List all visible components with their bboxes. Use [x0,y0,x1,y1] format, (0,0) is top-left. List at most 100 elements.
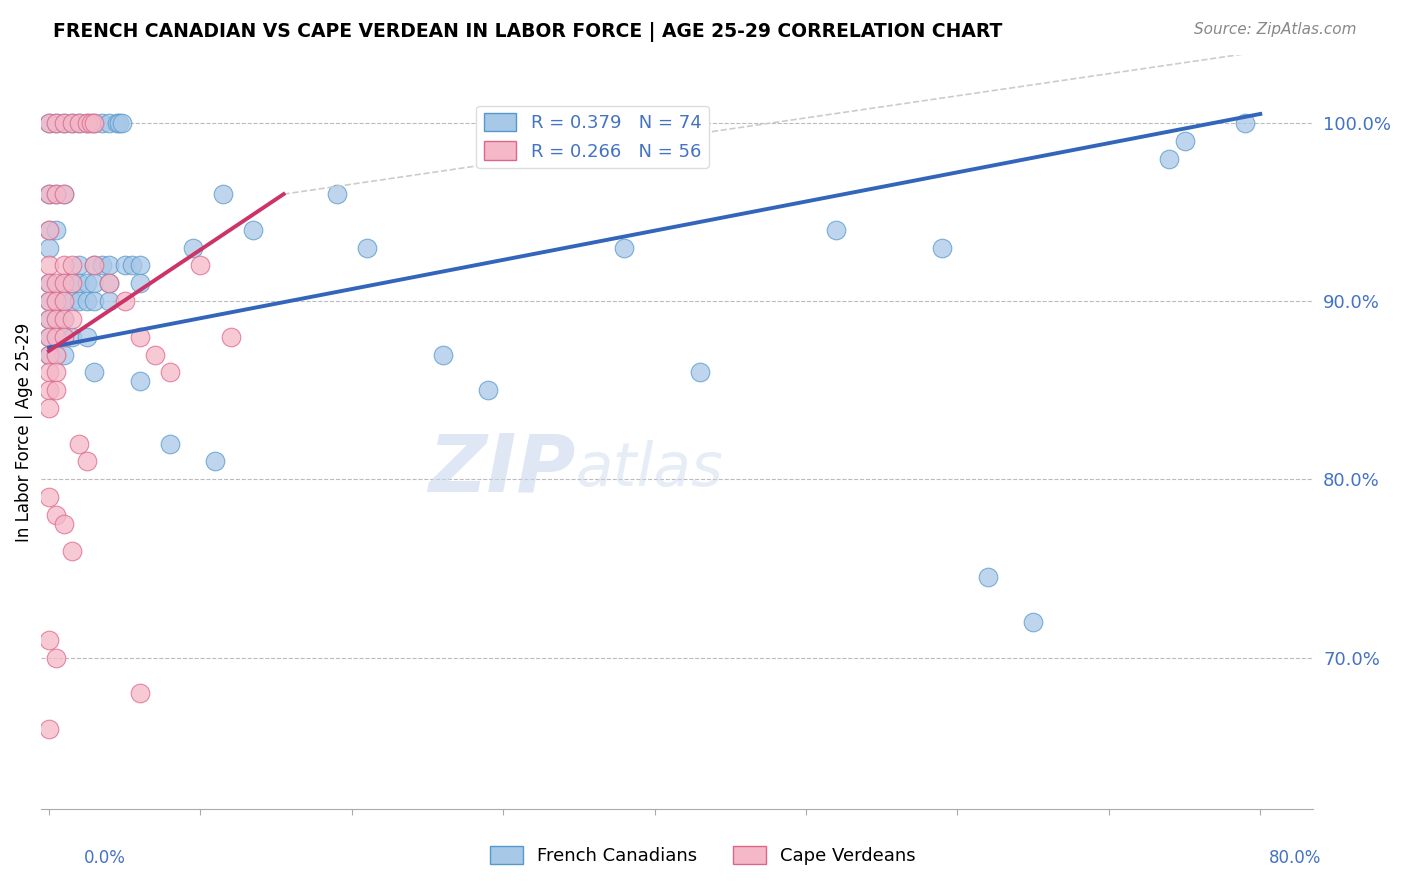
Point [53,187,76,202]
Point [128,259,150,273]
Point [38,312,60,326]
Point [38,722,60,736]
Y-axis label: In Labor Force | Age 25-29: In Labor Force | Age 25-29 [15,322,32,541]
Point [83,116,105,130]
Point [76,329,98,343]
Point [121,259,143,273]
Point [98,259,121,273]
Point [45,294,67,309]
Point [219,329,242,343]
Point [53,312,76,326]
Text: FRENCH CANADIAN VS CAPE VERDEAN IN LABOR FORCE | AGE 25-29 CORRELATION CHART: FRENCH CANADIAN VS CAPE VERDEAN IN LABOR… [53,22,1002,42]
Point [67,294,90,309]
Text: 80.0%: 80.0% [1270,849,1322,867]
Point [38,347,60,361]
Point [76,454,98,468]
Point [76,116,98,130]
Point [76,277,98,291]
Point [53,259,76,273]
Point [60,259,83,273]
Point [38,490,60,504]
Point [38,259,60,273]
Legend: French Canadians, Cape Verdeans: French Canadians, Cape Verdeans [482,838,924,872]
Point [159,436,181,450]
Point [83,294,105,309]
Point [38,312,60,326]
Point [83,259,105,273]
Point [1159,152,1181,166]
Point [60,329,83,343]
Point [38,632,60,647]
Point [212,187,235,202]
Point [60,543,83,558]
Point [53,312,76,326]
Point [45,329,67,343]
Point [38,294,60,309]
Point [53,116,76,130]
Point [38,116,60,130]
Point [60,277,83,291]
Point [53,294,76,309]
Point [242,223,264,237]
Point [38,401,60,415]
Point [477,383,499,397]
Point [38,116,60,130]
Point [90,259,112,273]
Point [613,241,636,255]
Text: ZIP: ZIP [429,431,575,508]
Point [38,187,60,202]
Text: atlas: atlas [575,441,724,500]
Point [45,650,67,665]
Point [1234,116,1257,130]
Point [38,365,60,379]
Point [67,116,90,130]
Point [38,241,60,255]
Point [38,347,60,361]
Point [98,294,121,309]
Point [114,294,136,309]
Text: 0.0%: 0.0% [84,849,127,867]
Point [45,347,67,361]
Point [204,454,226,468]
Point [80,116,103,130]
Point [45,294,67,309]
Point [53,294,76,309]
Point [67,116,90,130]
Point [181,241,204,255]
Point [45,508,67,522]
Point [98,116,121,130]
Point [60,116,83,130]
Point [67,436,90,450]
Point [83,259,105,273]
Point [45,312,67,326]
Point [143,347,166,361]
Point [67,277,90,291]
Point [356,241,378,255]
Point [45,116,67,130]
Point [45,116,67,130]
Point [60,312,83,326]
Point [53,116,76,130]
Point [107,116,129,130]
Point [45,347,67,361]
Point [76,116,98,130]
Point [53,329,76,343]
Point [60,116,83,130]
Point [188,259,211,273]
Point [689,365,711,379]
Point [1022,615,1045,629]
Point [432,347,454,361]
Point [53,277,76,291]
Text: Source: ZipAtlas.com: Source: ZipAtlas.com [1194,22,1357,37]
Point [45,277,67,291]
Point [825,223,848,237]
Point [76,294,98,309]
Point [1174,134,1197,148]
Point [114,259,136,273]
Point [98,277,121,291]
Point [45,223,67,237]
Point [105,116,128,130]
Point [38,277,60,291]
Point [83,277,105,291]
Point [53,329,76,343]
